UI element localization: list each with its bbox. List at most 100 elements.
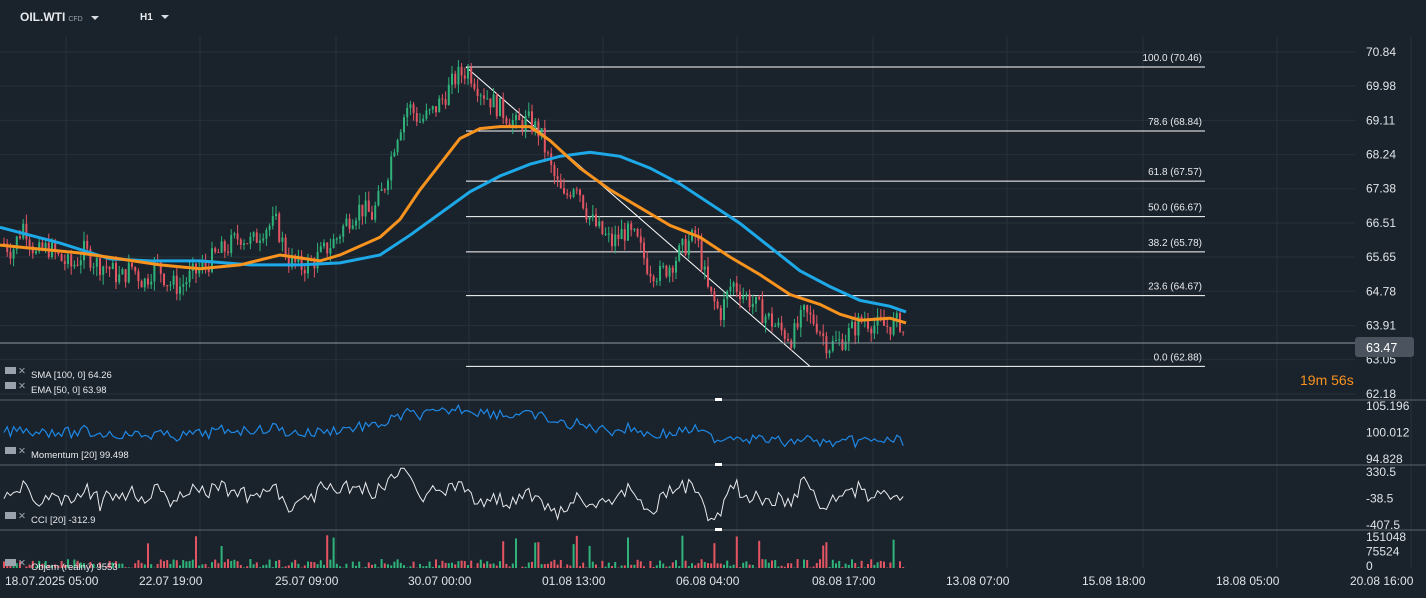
legend-sma[interactable]: ✕ SMA [100, 0] 64.26	[5, 366, 112, 381]
fib-trend-line[interactable]	[465, 66, 811, 367]
indicator-settings-icon[interactable]	[5, 512, 16, 519]
volume-bar	[659, 560, 661, 568]
volume-bar	[246, 566, 249, 568]
candle-body	[127, 262, 130, 283]
candle-body	[214, 248, 217, 252]
candle-body	[716, 301, 719, 308]
fibonacci-retracement[interactable]: 100.0 (70.46) 78.6 (68.84) 61.8 (67.57) 50.…	[465, 53, 1205, 367]
candle-body	[671, 267, 674, 273]
candle-body	[659, 266, 661, 281]
volume-bar	[431, 566, 434, 568]
indicator-settings-icon[interactable]	[5, 382, 16, 389]
time-axis[interactable]: 18.07.2025 05:00 22.07 19:00 25.07 09:00 30…	[5, 574, 1414, 588]
volume-bar	[297, 563, 300, 568]
candle-body	[652, 276, 655, 282]
pane-resize-handle[interactable]	[715, 398, 722, 401]
remove-indicator-icon[interactable]: ✕	[18, 446, 26, 457]
volume-bar	[524, 566, 527, 568]
volume-bar	[566, 564, 569, 568]
countdown-sec-unit: s	[1347, 372, 1354, 388]
candle-body	[870, 328, 873, 334]
volume-bar	[611, 566, 613, 568]
remove-indicator-icon[interactable]: ✕	[18, 558, 26, 569]
volume-bar	[457, 561, 460, 568]
candle-body	[396, 140, 399, 153]
indicator-settings-icon[interactable]	[5, 367, 16, 374]
candle-body	[473, 83, 476, 89]
candle-body	[806, 305, 809, 313]
candle-body	[569, 195, 572, 197]
volume-bar	[713, 543, 716, 568]
fib-level-label: 100.0 (70.46)	[1143, 53, 1203, 64]
symbol-selector[interactable]: OIL.WTI CFD	[20, 10, 99, 24]
candle-body	[246, 243, 249, 245]
timeframe-selector[interactable]: H1	[140, 12, 169, 23]
svg-text:SMA [100, 0] 64.26: SMA [100, 0] 64.26	[31, 370, 112, 381]
legend-ema[interactable]: ✕ EMA [50, 0] 63.98	[5, 381, 107, 396]
candle-body	[12, 249, 15, 259]
candle-body	[755, 296, 757, 304]
pane-resize-handle[interactable]	[715, 528, 722, 531]
candle-body	[643, 242, 645, 259]
candle-body	[636, 229, 639, 237]
candle-body	[780, 322, 783, 331]
volume-bar	[633, 564, 636, 568]
candle-body	[60, 254, 63, 262]
volume-bar	[79, 562, 82, 568]
volume-bar	[508, 566, 511, 568]
remove-indicator-icon[interactable]: ✕	[18, 511, 26, 522]
candle-body	[188, 270, 191, 283]
volume-bar	[396, 559, 399, 568]
volume-bar	[195, 536, 197, 568]
volume-bar	[559, 560, 562, 568]
fib-level-label: 38.2 (65.78)	[1148, 238, 1202, 249]
legend-momentum[interactable]: ✕ Momentum [20] 99.498	[5, 446, 129, 461]
candle-body	[348, 218, 351, 229]
remove-indicator-icon[interactable]: ✕	[18, 366, 26, 377]
volume-bar	[675, 560, 677, 568]
volume-bar	[863, 567, 866, 568]
legend-volume[interactable]: ✕ Objem (reálný) 9553	[5, 558, 118, 573]
volume-bar	[364, 566, 367, 568]
candle-body	[444, 99, 447, 105]
volume-bar	[569, 565, 572, 568]
volume-bar	[108, 560, 111, 568]
candle-body	[620, 229, 623, 240]
candle-body	[761, 299, 764, 324]
candle-body	[262, 238, 265, 241]
volume-bar	[889, 562, 892, 568]
candle-body	[515, 114, 517, 121]
indicator-settings-icon[interactable]	[5, 559, 16, 566]
volume-bar	[425, 566, 428, 568]
time-tick-label: 08.08 17:00	[812, 574, 876, 588]
volume-bar	[76, 560, 79, 568]
volume-bar	[73, 559, 76, 568]
candle-body	[137, 271, 140, 282]
candle-body	[303, 269, 306, 274]
legend-volume-params: (reálný)	[62, 562, 94, 573]
legend-momentum-name: Momentum	[31, 450, 79, 461]
volume-bar	[604, 566, 607, 568]
volume-bar	[371, 564, 373, 568]
candle-body	[774, 325, 777, 327]
svg-text:Momentum [20] 99.498: Momentum [20] 99.498	[31, 450, 129, 461]
candle-body	[3, 243, 5, 245]
candle-body	[646, 258, 649, 274]
candle-body	[390, 156, 393, 181]
volume-bar	[239, 564, 242, 568]
volume-bar	[70, 567, 73, 568]
candle-body	[95, 257, 98, 267]
candle-body	[406, 107, 409, 118]
price-axis[interactable]: 70.84 69.98 69.11 68.24 67.38 66.51 65.65 64.78…	[1366, 45, 1410, 573]
indicator-settings-icon[interactable]	[5, 447, 16, 454]
legend-cci[interactable]: ✕ CCI [20] -312.9	[5, 511, 95, 526]
chart-toolbar: OIL.WTI CFD H1	[0, 0, 400, 36]
pane-resize-handle[interactable]	[715, 463, 722, 466]
legend-sma-params: [100, 0]	[54, 370, 86, 381]
indicator-tick-label: -407.5	[1366, 518, 1400, 532]
volume-bar	[409, 566, 412, 568]
remove-indicator-icon[interactable]: ✕	[18, 381, 26, 392]
candle-body	[479, 95, 482, 97]
volume-bar	[547, 563, 549, 568]
